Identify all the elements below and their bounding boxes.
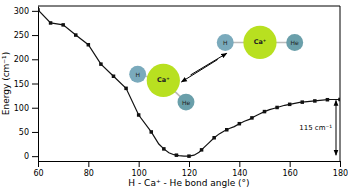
tick-label: 100: [132, 169, 147, 178]
tick-mark: [32, 59, 38, 60]
frame: [340, 6, 341, 161]
tick-label: 150: [14, 80, 29, 89]
tick-mark: [32, 84, 38, 85]
double-arrow: [336, 100, 337, 155]
tick-mark: [32, 108, 38, 109]
molecule: H Ca⁺ He: [217, 26, 303, 59]
tick-label: 200: [14, 55, 29, 64]
marker: [212, 136, 216, 140]
tick-mark: [290, 161, 291, 167]
marker: [338, 98, 340, 102]
marker: [175, 153, 179, 157]
x-axis: 60 80 100 120 140 160 180: [33, 161, 348, 178]
plot: 60 80 100 120 140 160 180 0 50 100 150 200 250 300 115…: [14, 6, 348, 178]
atom-label: Ca⁺: [254, 38, 267, 46]
annotation: 115 cm⁻¹: [299, 124, 332, 132]
atom: [217, 34, 234, 51]
atom: [243, 26, 276, 59]
marker: [288, 103, 292, 107]
chart: 60 80 100 120 140 160 180 0 50 100 150 200 250 300 115…: [0, 0, 348, 189]
tick: 0: [24, 152, 38, 161]
marks: [38, 8, 340, 158]
marker: [238, 122, 242, 126]
tick: 140: [232, 161, 247, 178]
tick-label: 140: [232, 169, 247, 178]
tick: 100: [132, 161, 147, 178]
marker: [99, 62, 103, 66]
marker: [150, 130, 154, 134]
tick-mark: [32, 11, 38, 12]
tick: 300: [14, 7, 38, 16]
tick: 250: [14, 31, 38, 40]
axis-line: [38, 7, 39, 162]
marker: [112, 74, 116, 78]
tick: 80: [84, 161, 94, 178]
tick: 150: [14, 80, 38, 89]
marker: [74, 33, 78, 37]
marker: [250, 116, 254, 120]
arrow: [191, 53, 227, 75]
tick-label: 50: [19, 128, 29, 137]
atom-label: He: [182, 99, 191, 106]
marker: [326, 98, 330, 102]
tick-mark: [340, 161, 341, 167]
molecule: H Ca⁺ He: [129, 64, 194, 111]
tick-label: 80: [84, 169, 94, 178]
marker: [162, 147, 166, 151]
tick-label: 300: [14, 7, 29, 16]
tick-mark: [189, 161, 190, 167]
tick: 120: [182, 161, 197, 178]
atom: [286, 34, 303, 51]
tick-label: 120: [182, 169, 197, 178]
tick-mark: [38, 161, 39, 167]
tick-label: 100: [14, 104, 29, 113]
annotations: 115 cm⁻¹ H Ca⁺ He H Ca⁺ He: [129, 26, 336, 155]
tick: 180: [333, 161, 348, 178]
marker: [49, 21, 53, 25]
marker: [38, 8, 40, 12]
atom-label: He: [291, 39, 300, 46]
tick: 160: [283, 161, 298, 178]
tick: 60: [33, 161, 43, 178]
marker: [225, 128, 229, 132]
tick-mark: [88, 161, 89, 167]
marker: [124, 87, 128, 91]
tick-mark: [32, 35, 38, 36]
marker: [87, 43, 91, 47]
frame: [38, 6, 340, 7]
marker: [263, 110, 267, 114]
y-axis: 0 50 100 150 200 250 300: [14, 7, 39, 162]
marker: [200, 148, 204, 152]
marker: [137, 113, 141, 117]
tick-mark: [32, 156, 38, 157]
tick-label: 160: [283, 169, 298, 178]
atom: [178, 94, 195, 111]
tick-label: 180: [333, 169, 348, 178]
tick-label: 0: [24, 152, 29, 161]
atom: [147, 64, 180, 97]
atom: [129, 66, 146, 83]
tick-mark: [32, 132, 38, 133]
marker: [301, 100, 305, 104]
y-label: Energy (cm⁻¹): [1, 52, 11, 115]
tick-label: 250: [14, 31, 29, 40]
marker: [313, 99, 317, 103]
tick: 50: [19, 128, 38, 137]
tick-label: 60: [33, 169, 43, 178]
tick: 200: [14, 55, 38, 64]
atom-label: H: [223, 39, 228, 46]
atom-label: Ca⁺: [157, 76, 170, 84]
arrow: [181, 59, 217, 81]
marker: [187, 154, 191, 158]
marker: [61, 23, 65, 27]
tick: 100: [14, 104, 38, 113]
line: [38, 10, 340, 156]
atom-label: H: [135, 71, 140, 78]
x-label: H - Ca⁺ - He bond angle (°): [128, 178, 249, 188]
marker: [275, 106, 279, 110]
tick-mark: [139, 161, 140, 167]
tick-mark: [239, 161, 240, 167]
